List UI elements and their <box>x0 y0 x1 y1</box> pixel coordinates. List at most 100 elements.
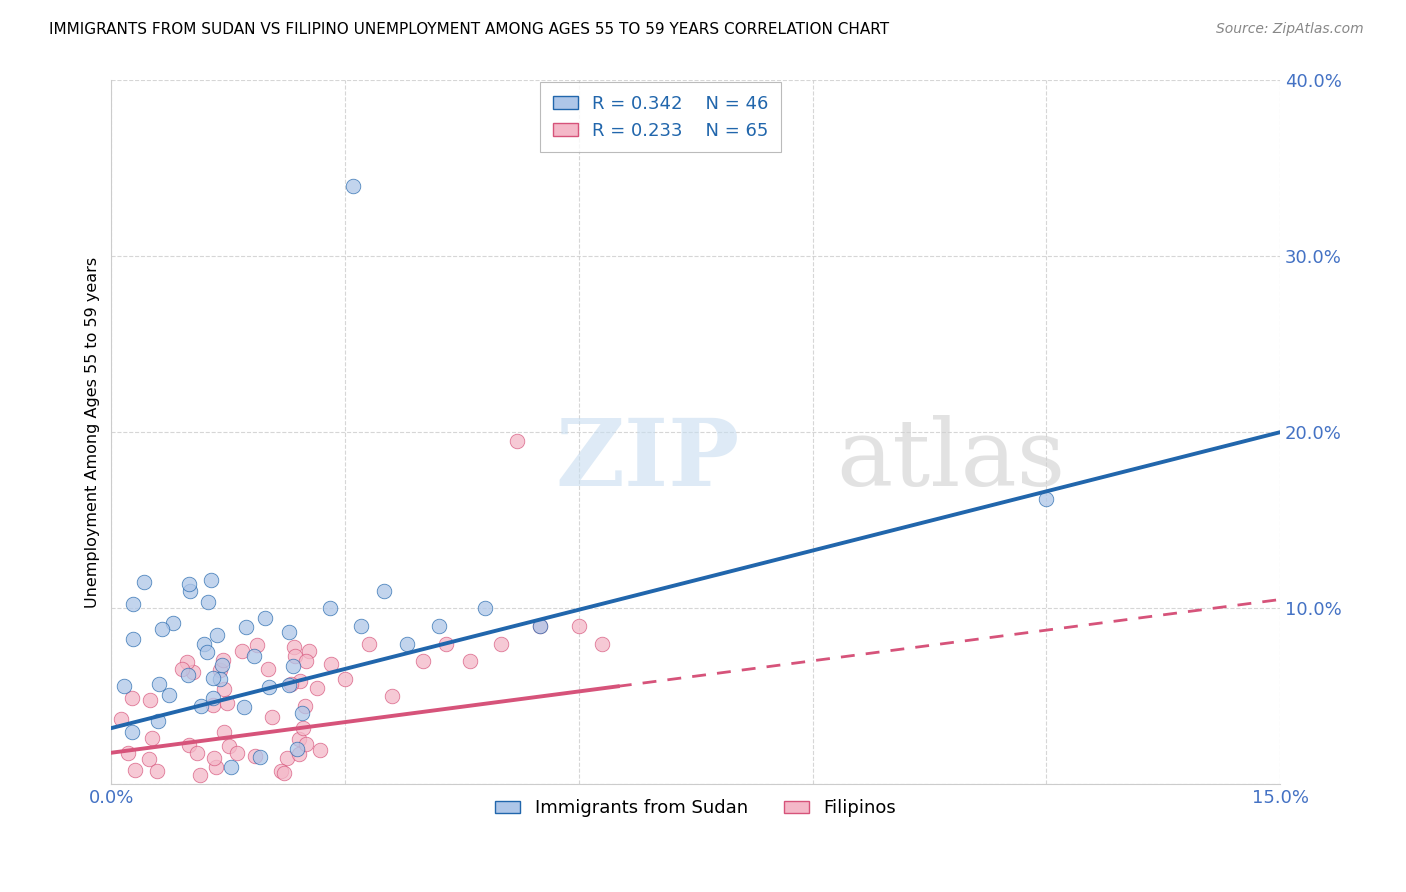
Point <box>233 700 256 714</box>
Point <box>141 731 163 746</box>
Point <box>132 574 155 589</box>
Point <box>150 623 173 637</box>
Point <box>231 644 253 658</box>
Point <box>396 636 419 650</box>
Point <box>205 760 228 774</box>
Point <box>197 595 219 609</box>
Point <box>305 681 328 695</box>
Point <box>254 611 277 625</box>
Point <box>260 710 283 724</box>
Point <box>291 706 314 721</box>
Point <box>318 601 340 615</box>
Point <box>427 619 450 633</box>
Point <box>273 765 295 780</box>
Point <box>283 640 305 654</box>
Point <box>298 644 321 658</box>
Point <box>505 434 527 448</box>
Point <box>245 638 267 652</box>
Point <box>205 627 228 641</box>
Text: IMMIGRANTS FROM SUDAN VS FILIPINO UNEMPLOYMENT AMONG AGES 55 TO 59 YEARS CORRELA: IMMIGRANTS FROM SUDAN VS FILIPINO UNEMPL… <box>49 22 890 37</box>
Point <box>122 598 145 612</box>
Point <box>568 619 591 633</box>
Point <box>201 691 224 706</box>
Point <box>295 654 318 668</box>
Point <box>458 654 481 668</box>
Point <box>295 737 318 751</box>
Point <box>195 645 218 659</box>
Point <box>284 648 307 663</box>
Point <box>591 636 613 650</box>
Point <box>148 677 170 691</box>
Point <box>157 688 180 702</box>
Text: Source: ZipAtlas.com: Source: ZipAtlas.com <box>1216 22 1364 37</box>
Point <box>474 601 496 615</box>
Point <box>270 764 292 778</box>
Point <box>179 584 201 599</box>
Point <box>489 636 512 650</box>
Point <box>257 662 280 676</box>
Text: ZIP: ZIP <box>555 416 740 506</box>
Point <box>139 692 162 706</box>
Point <box>529 619 551 633</box>
Point <box>412 654 434 668</box>
Point <box>181 665 204 680</box>
Point <box>110 712 132 726</box>
Point <box>243 748 266 763</box>
Text: atlas: atlas <box>837 416 1066 506</box>
Point <box>138 752 160 766</box>
Point <box>200 573 222 587</box>
Y-axis label: Unemployment Among Ages 55 to 59 years: Unemployment Among Ages 55 to 59 years <box>86 257 100 607</box>
Point <box>221 759 243 773</box>
Point <box>145 764 167 779</box>
Point <box>186 746 208 760</box>
Point <box>373 583 395 598</box>
Point <box>259 680 281 694</box>
Point <box>218 739 240 753</box>
Point <box>162 616 184 631</box>
Point <box>212 653 235 667</box>
Point <box>212 724 235 739</box>
Point <box>190 698 212 713</box>
Point <box>321 657 343 671</box>
Point <box>294 699 316 714</box>
Point <box>177 576 200 591</box>
Point <box>278 624 301 639</box>
Point <box>288 732 311 747</box>
Point <box>283 658 305 673</box>
Legend: Immigrants from Sudan, Filipinos: Immigrants from Sudan, Filipinos <box>488 792 904 825</box>
Point <box>176 668 198 682</box>
Point <box>170 662 193 676</box>
Point <box>243 648 266 663</box>
Point <box>381 690 404 704</box>
Point <box>146 714 169 729</box>
Point <box>235 620 257 634</box>
Point <box>202 751 225 765</box>
Point <box>188 767 211 781</box>
Point <box>291 721 314 735</box>
Point <box>193 637 215 651</box>
Point <box>278 678 301 692</box>
Point <box>342 178 364 193</box>
Point <box>212 681 235 696</box>
Point <box>1035 492 1057 507</box>
Point <box>121 690 143 705</box>
Point <box>176 656 198 670</box>
Point <box>124 763 146 777</box>
Point <box>112 680 135 694</box>
Point <box>350 619 373 633</box>
Point <box>249 749 271 764</box>
Point <box>121 632 143 647</box>
Point <box>529 619 551 633</box>
Point <box>211 658 233 673</box>
Point <box>201 698 224 713</box>
Point <box>215 696 238 710</box>
Point <box>208 672 231 686</box>
Point <box>201 671 224 685</box>
Point <box>280 676 302 690</box>
Point <box>308 742 330 756</box>
Point <box>177 738 200 752</box>
Point <box>357 636 380 650</box>
Point <box>285 742 308 756</box>
Point <box>276 751 298 765</box>
Point <box>436 636 458 650</box>
